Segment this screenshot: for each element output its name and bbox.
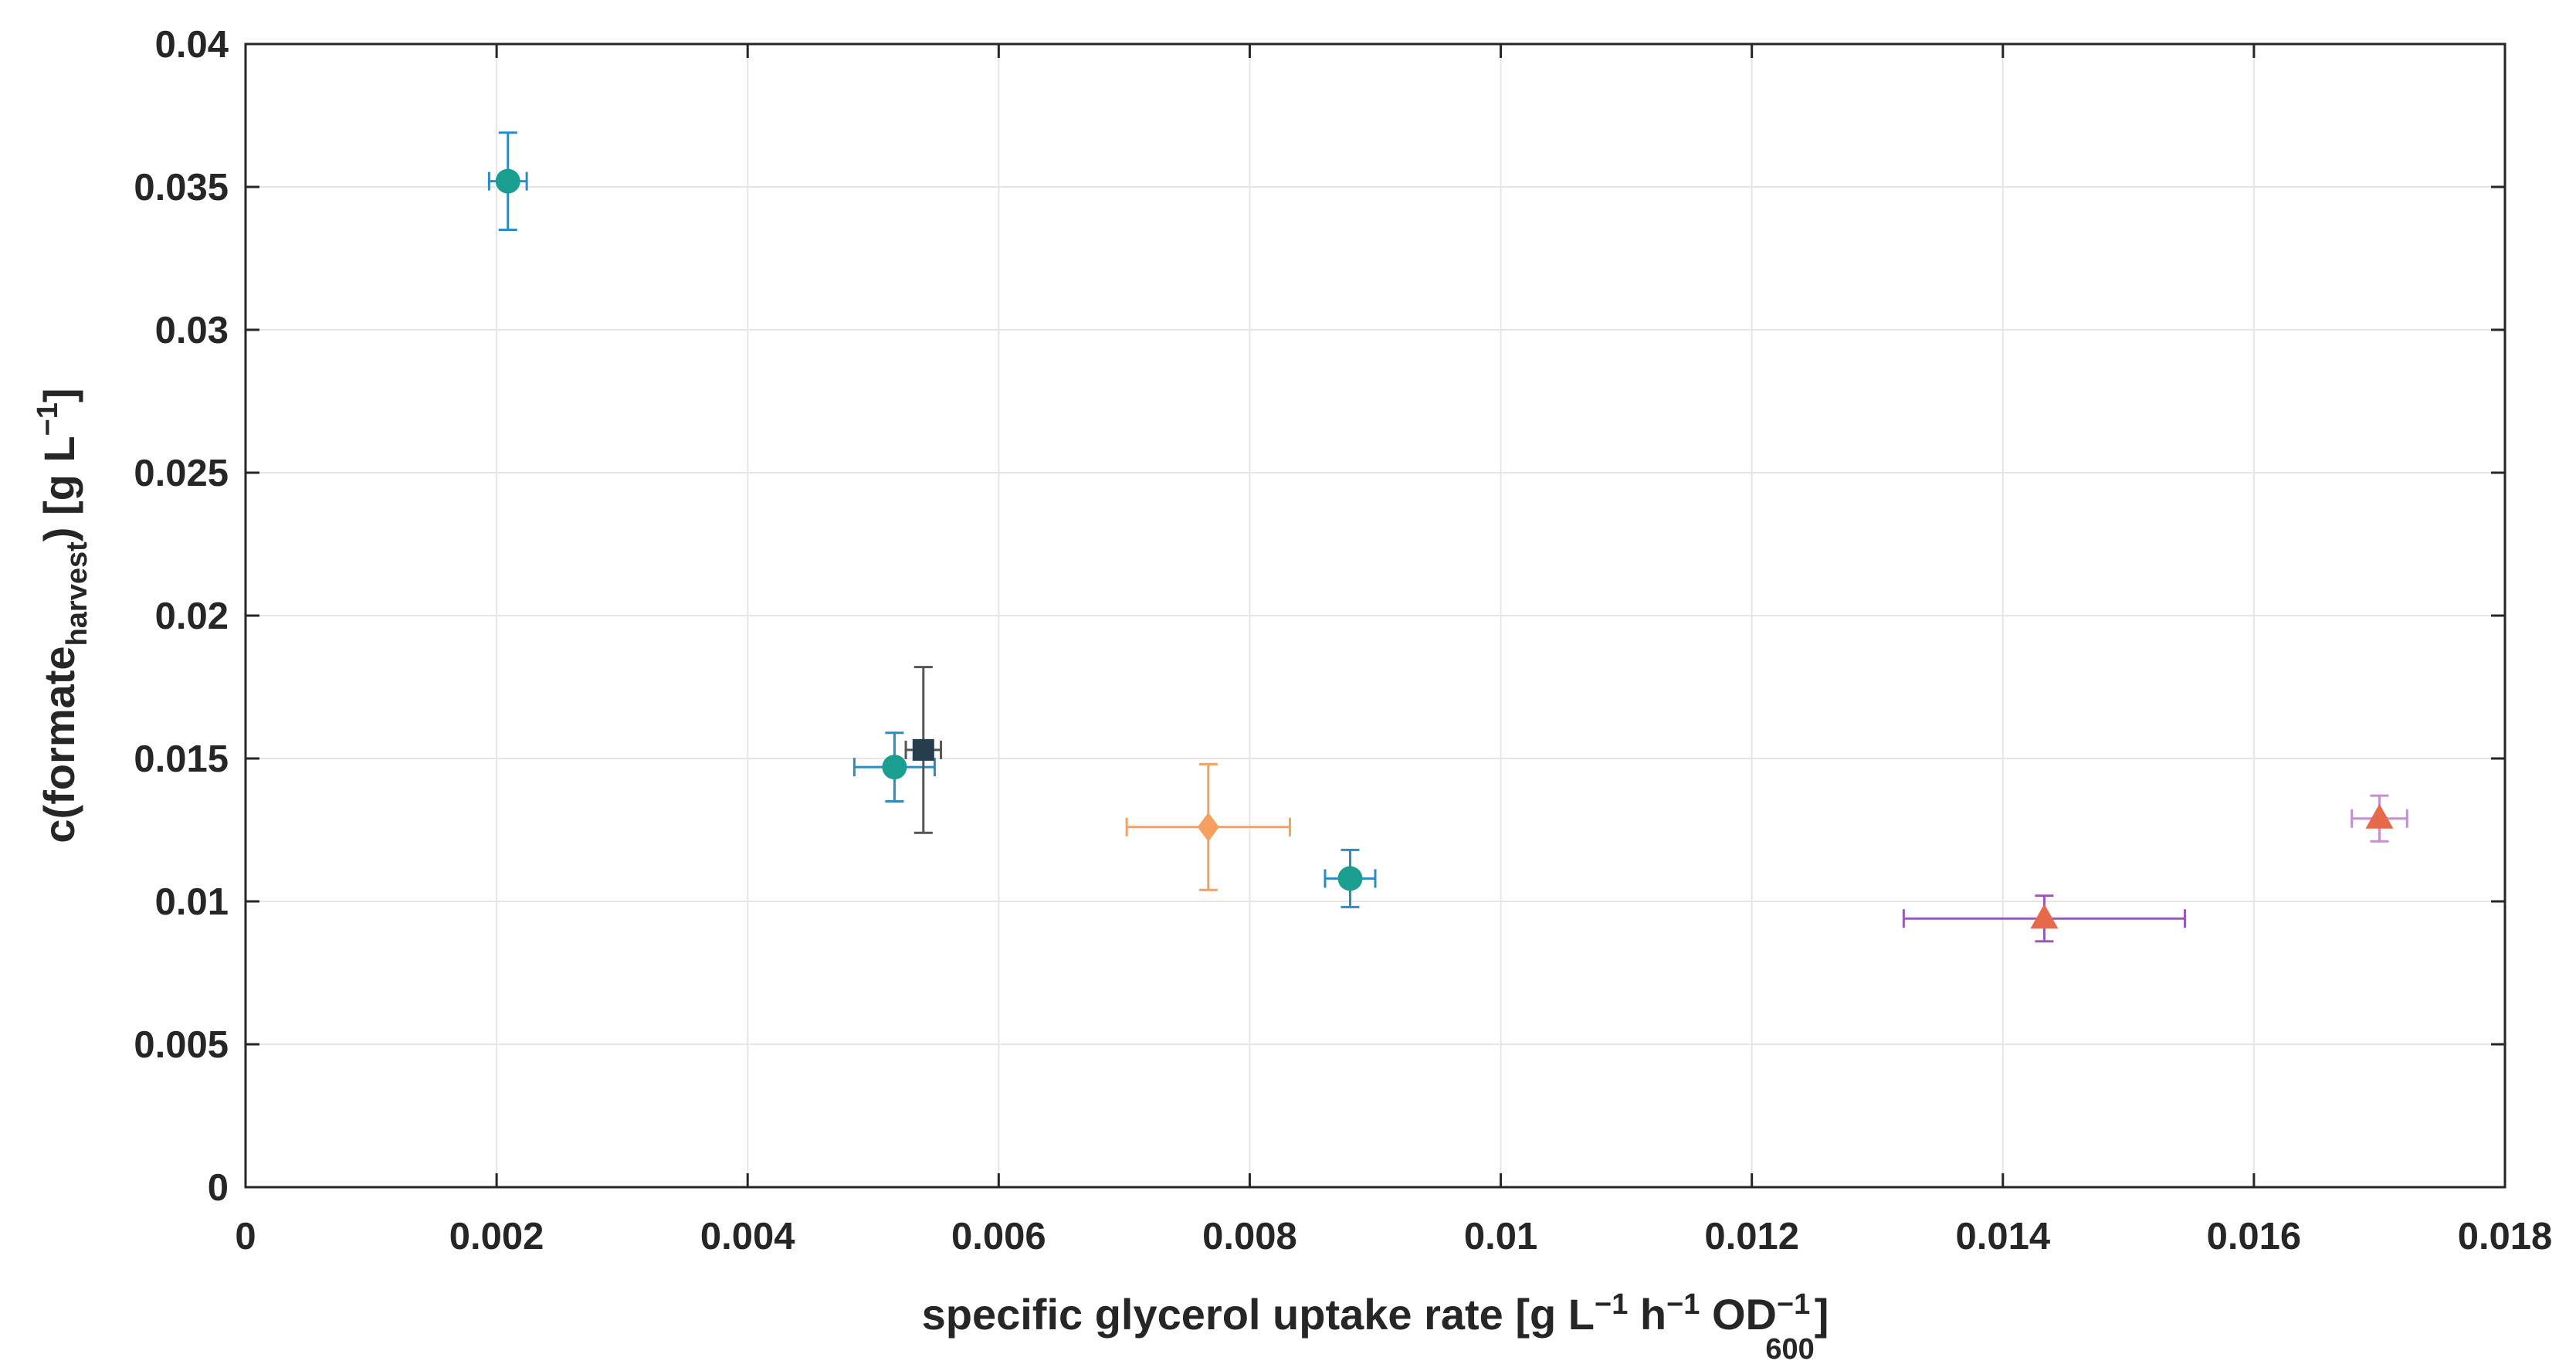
axis-ticks [244, 42, 2507, 1189]
data-point-triangle [2030, 904, 2059, 929]
data-point-diamond [1197, 812, 1219, 842]
x-tick-labels: 0 0.002 0.004 0.006 0.008 0.01 0.012 0.014 0.016… [235, 1216, 2552, 1257]
y-tick-label: 0.01 [155, 881, 229, 923]
error-bar [2351, 794, 2408, 843]
y-tick-label: 0 [208, 1167, 229, 1209]
y-tick-label: 0.02 [155, 596, 229, 637]
x-tick-label: 0.01 [1464, 1216, 1537, 1257]
y-tick-label: 0.005 [134, 1024, 229, 1066]
x-tick-label: 0.016 [2207, 1216, 2302, 1257]
data-point-circle [882, 755, 907, 780]
y-axis-label: c(formateharvest) [g L−1] [32, 388, 93, 843]
data-point-circle [1337, 866, 1363, 891]
y-tick-label: 0.04 [155, 24, 229, 66]
x-tick-label: 0.008 [1202, 1216, 1297, 1257]
x-tick-label: 0.014 [1955, 1216, 2050, 1257]
x-axis-label: specific glycerol uptake rate [g L−1 h−1… [922, 1288, 1829, 1366]
data-point-circle [495, 168, 520, 194]
x-tick-label: 0.006 [951, 1216, 1046, 1257]
error-bar [1324, 848, 1377, 908]
data-markers [495, 168, 2394, 929]
data-point-square [912, 738, 934, 761]
x-tick-label: 0.004 [700, 1216, 795, 1257]
y-tick-label: 0.03 [155, 310, 229, 351]
x-tick-label: 0.018 [2458, 1216, 2553, 1257]
y-tick-label: 0.015 [134, 738, 229, 780]
x-tick-label: 0.002 [449, 1216, 544, 1257]
x-tick-label: 0 [235, 1216, 256, 1257]
data-point-triangle [2365, 803, 2394, 829]
x-tick-label: 0.012 [1704, 1216, 1799, 1257]
y-tick-label: 0.025 [134, 453, 229, 494]
y-tick-label: 0.035 [134, 167, 229, 209]
y-tick-labels: 0 0.005 0.01 0.015 0.02 0.025 0.03 0.035 0.04 [134, 24, 229, 1209]
